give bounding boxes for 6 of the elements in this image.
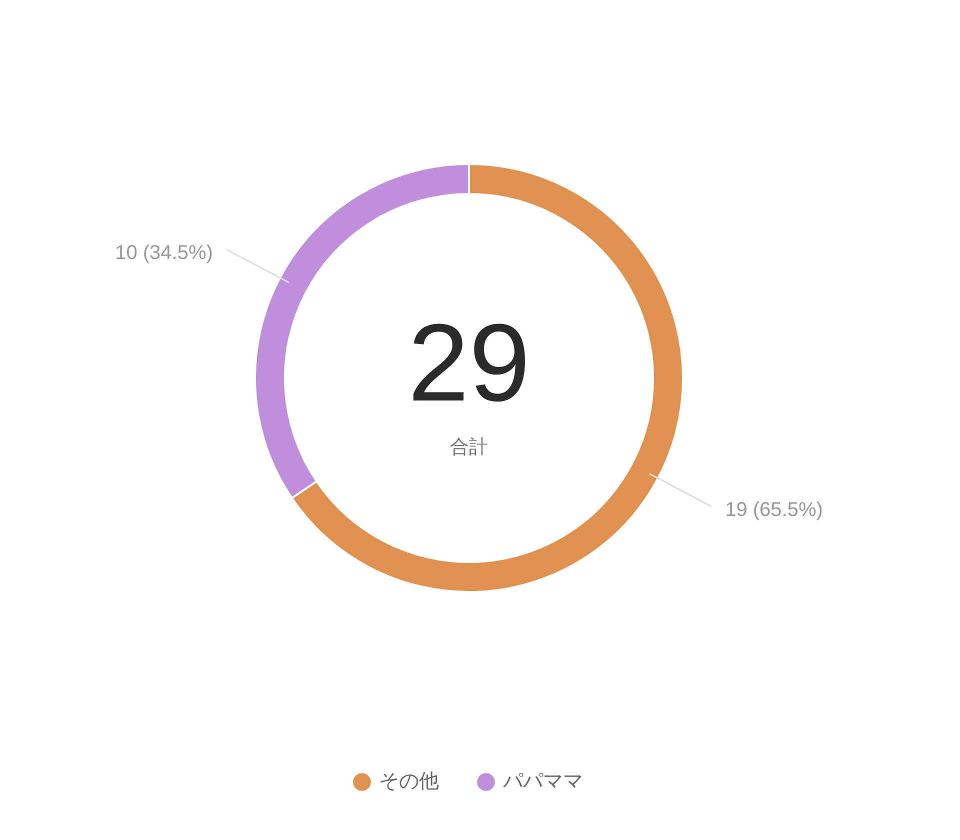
data-label: 10 (34.5%) — [115, 242, 213, 264]
text: 29 — [408, 301, 530, 424]
legend-label: その他 — [379, 770, 439, 793]
text: 合計 — [450, 437, 488, 458]
legend-label: パパママ — [502, 770, 583, 793]
data-label: 19 (65.5%) — [725, 498, 823, 521]
